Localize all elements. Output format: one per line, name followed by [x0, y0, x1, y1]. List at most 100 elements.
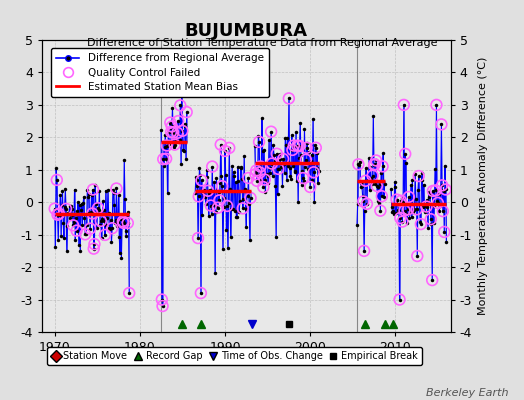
Point: [440, 229, 449, 235]
Point: [368, 172, 377, 179]
Point: [167, 129, 175, 135]
Point: [268, 160, 276, 167]
Point: [94, 205, 102, 211]
Point: [238, 205, 247, 212]
Point: [288, 147, 297, 153]
Point: [437, 121, 445, 128]
Point: [434, 200, 442, 206]
Point: [400, 207, 409, 214]
Point: [168, 123, 176, 130]
Point: [378, 163, 387, 170]
Point: [54, 210, 63, 217]
Point: [214, 204, 222, 211]
Point: [396, 215, 405, 221]
Point: [169, 130, 178, 136]
Point: [225, 145, 233, 151]
Point: [218, 183, 226, 189]
Point: [413, 253, 421, 259]
Point: [196, 290, 205, 296]
Point: [285, 95, 293, 102]
Point: [397, 198, 405, 204]
Point: [376, 208, 385, 214]
Point: [246, 195, 255, 201]
Point: [174, 118, 182, 124]
Point: [272, 150, 281, 157]
Point: [438, 182, 446, 188]
Point: [119, 220, 128, 226]
Point: [405, 194, 413, 200]
Point: [90, 246, 98, 252]
Point: [204, 188, 212, 194]
Point: [439, 208, 447, 214]
Point: [256, 169, 264, 176]
Point: [176, 102, 184, 109]
Point: [88, 210, 96, 217]
Point: [372, 157, 380, 164]
Point: [50, 206, 59, 212]
Point: [90, 241, 99, 247]
Point: [81, 231, 90, 238]
Point: [162, 142, 171, 149]
Point: [432, 187, 440, 194]
Point: [221, 148, 229, 154]
Point: [414, 173, 423, 179]
Point: [361, 178, 369, 184]
Point: [194, 235, 202, 241]
Point: [162, 156, 170, 162]
Point: [360, 248, 368, 254]
Point: [427, 216, 435, 222]
Point: [182, 109, 191, 115]
Point: [306, 184, 314, 190]
Point: [108, 225, 116, 232]
Point: [223, 203, 231, 209]
Point: [404, 206, 412, 212]
Point: [244, 175, 253, 181]
Point: [354, 161, 363, 168]
Point: [417, 221, 425, 227]
Point: [173, 130, 182, 136]
Point: [398, 218, 407, 225]
Point: [69, 222, 78, 228]
Point: [256, 163, 265, 170]
Point: [400, 102, 408, 108]
Point: [89, 186, 97, 193]
Point: [359, 198, 367, 205]
Point: [260, 176, 269, 183]
Point: [302, 144, 311, 151]
Point: [401, 151, 409, 157]
Point: [72, 228, 81, 234]
Point: [373, 183, 381, 189]
Point: [215, 197, 224, 204]
Point: [86, 226, 94, 232]
Point: [170, 142, 179, 148]
Point: [252, 171, 260, 177]
Point: [428, 277, 436, 283]
Point: [293, 142, 301, 149]
Point: [253, 178, 261, 184]
Point: [52, 177, 61, 183]
Point: [158, 303, 167, 309]
Point: [302, 156, 310, 163]
Point: [363, 201, 371, 207]
Point: [255, 139, 263, 145]
Point: [395, 296, 403, 303]
Point: [432, 102, 441, 108]
Title: BUJUMBURA: BUJUMBURA: [185, 22, 308, 40]
Point: [422, 203, 431, 210]
Text: Berkeley Earth: Berkeley Earth: [426, 388, 508, 398]
Point: [310, 169, 318, 176]
Point: [252, 167, 260, 174]
Point: [299, 175, 307, 181]
Point: [178, 128, 187, 134]
Point: [216, 141, 225, 148]
Point: [206, 202, 215, 209]
Point: [194, 193, 203, 200]
Text: Difference of Station Temperature Data from Regional Average: Difference of Station Temperature Data f…: [87, 38, 437, 48]
Point: [166, 119, 174, 126]
Point: [392, 196, 401, 203]
Point: [312, 144, 320, 151]
Point: [53, 212, 62, 218]
Point: [370, 162, 378, 168]
Point: [62, 206, 70, 212]
Point: [378, 193, 386, 200]
